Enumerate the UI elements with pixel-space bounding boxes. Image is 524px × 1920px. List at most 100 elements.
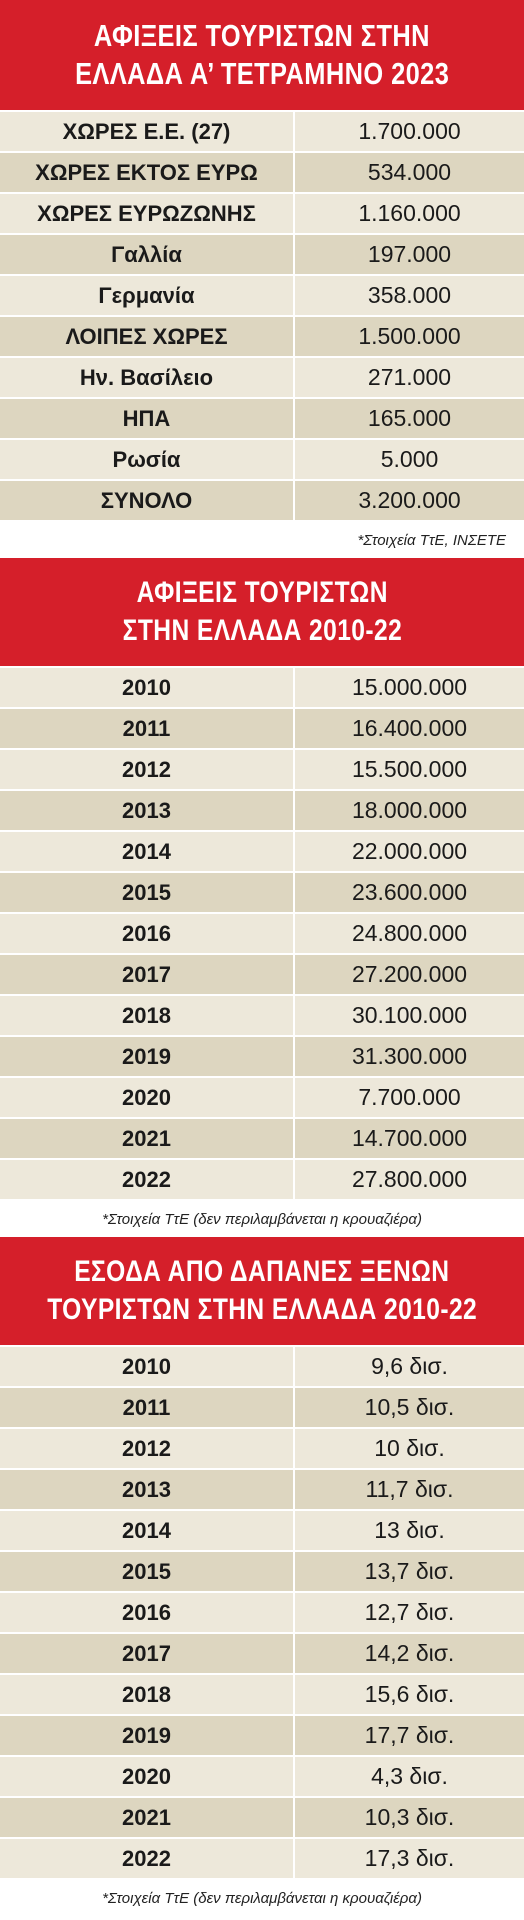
row-label: Ην. Βασίλειο — [0, 358, 295, 397]
table-row: 2022 27.800.000 — [0, 1160, 524, 1201]
row-label: 2013 — [0, 1470, 295, 1509]
row-label: 2012 — [0, 1429, 295, 1468]
row-value: 7.700.000 — [358, 1084, 461, 1110]
row-value: 1.700.000 — [358, 118, 461, 144]
table-row: 2016 12,7 δισ. — [0, 1593, 524, 1634]
row-label: ΧΩΡΕΣ ΕΥΡΩΖΩΝΗΣ — [0, 194, 295, 233]
table-row: 2022 17,3 δισ. — [0, 1839, 524, 1880]
title-line-1: ΑΦΙΞΕΙΣ ΤΟΥΡΙΣΤΩΝ — [136, 576, 388, 609]
table-row: ΧΩΡΕΣ Ε.Ε. (27) 1.700.000 — [0, 112, 524, 153]
row-label: 2019 — [0, 1716, 295, 1755]
table-row: 2015 23.600.000 — [0, 873, 524, 914]
table-row: 2013 18.000.000 — [0, 791, 524, 832]
title-line-1: ΕΣΟΔΑ ΑΠΟ ΔΑΠΑΝΕΣ ΞΕΝΩΝ — [74, 1255, 450, 1288]
row-value: 18.000.000 — [351, 797, 468, 823]
row-label: ΣΥΝΟΛΟ — [0, 481, 295, 520]
table-header: ΕΣΟΔΑ ΑΠΟ ΔΑΠΑΝΕΣ ΞΕΝΩΝ ΤΟΥΡΙΣΤΩΝ ΣΤΗΝ Ε… — [0, 1237, 524, 1345]
row-label: 2012 — [0, 750, 295, 789]
row-label: 2017 — [0, 1634, 295, 1673]
row-value: 5.000 — [380, 446, 439, 472]
row-label: 2010 — [0, 668, 295, 707]
table-row: 2011 16.400.000 — [0, 709, 524, 750]
row-value: 197.000 — [367, 241, 452, 267]
row-value: 15.500.000 — [351, 756, 468, 782]
row-value: 13,7 δισ. — [364, 1558, 455, 1584]
row-value: 165.000 — [367, 405, 452, 431]
table-row: 2019 31.300.000 — [0, 1037, 524, 1078]
row-label: 2014 — [0, 1511, 295, 1550]
table-row: 2011 10,5 δισ. — [0, 1388, 524, 1429]
table-row: 2016 24.800.000 — [0, 914, 524, 955]
table-row: ΧΩΡΕΣ ΕΚΤΟΣ ΕΥΡΩ 534.000 — [0, 153, 524, 194]
row-value: 24.800.000 — [351, 920, 468, 946]
table-header: ΑΦΙΞΕΙΣ ΤΟΥΡΙΣΤΩΝ ΣΤΗΝ ΕΛΛΑΔΑ Α’ ΤΕΤΡΑΜΗ… — [0, 0, 524, 110]
row-value: 3.200.000 — [358, 487, 461, 513]
row-value: 12,7 δισ. — [364, 1599, 455, 1625]
row-value: 30.100.000 — [351, 1002, 468, 1028]
row-value: 31.300.000 — [351, 1043, 468, 1069]
table-row: Γαλλία 197.000 — [0, 235, 524, 276]
row-label: 2014 — [0, 832, 295, 871]
row-value: 9,6 δισ. — [371, 1353, 448, 1379]
row-label: 2021 — [0, 1119, 295, 1158]
arrivals-2010-22-table: ΑΦΙΞΕΙΣ ΤΟΥΡΙΣΤΩΝ ΣΤΗΝ ΕΛΛΑΔΑ 2010-22 20… — [0, 558, 524, 1237]
table-row: 2021 14.700.000 — [0, 1119, 524, 1160]
table-row: 2020 7.700.000 — [0, 1078, 524, 1119]
title-line-2: ΣΤΗΝ ΕΛΛΑΔΑ 2010-22 — [122, 614, 402, 647]
row-label: 2017 — [0, 955, 295, 994]
row-value: 10,3 δισ. — [364, 1804, 455, 1830]
row-value: 23.600.000 — [351, 879, 468, 905]
revenue-2010-22-table: ΕΣΟΔΑ ΑΠΟ ΔΑΠΑΝΕΣ ΞΕΝΩΝ ΤΟΥΡΙΣΤΩΝ ΣΤΗΝ Ε… — [0, 1237, 524, 1916]
row-value: 14.700.000 — [351, 1125, 468, 1151]
table-rows: 2010 9,6 δισ. 2011 10,5 δισ. 2012 10 δισ. 2013… — [0, 1345, 524, 1880]
table-header: ΑΦΙΞΕΙΣ ΤΟΥΡΙΣΤΩΝ ΣΤΗΝ ΕΛΛΑΔΑ 2010-22 — [0, 558, 524, 666]
table-row: ΣΥΝΟΛΟ 3.200.000 — [0, 481, 524, 522]
row-label: ΗΠΑ — [0, 399, 295, 438]
table-row: 2014 13 δισ. — [0, 1511, 524, 1552]
row-value: 534.000 — [367, 159, 452, 185]
row-value: 271.000 — [367, 364, 452, 390]
row-label: 2018 — [0, 996, 295, 1035]
row-value: 27.200.000 — [351, 961, 468, 987]
row-value: 10,5 δισ. — [364, 1394, 455, 1420]
row-label: 2015 — [0, 873, 295, 912]
table-row: 2017 14,2 δισ. — [0, 1634, 524, 1675]
row-label: ΧΩΡΕΣ ΕΚΤΟΣ ΕΥΡΩ — [0, 153, 295, 192]
row-label: 2020 — [0, 1078, 295, 1117]
row-label: 2013 — [0, 791, 295, 830]
table-row: 2015 13,7 δισ. — [0, 1552, 524, 1593]
table-rows: 2010 15.000.000 2011 16.400.000 2012 15.500.0… — [0, 666, 524, 1201]
row-label: 2018 — [0, 1675, 295, 1714]
row-label: Γερμανία — [0, 276, 295, 315]
row-value: 14,2 δισ. — [364, 1640, 455, 1666]
table-row: 2017 27.200.000 — [0, 955, 524, 996]
row-label: 2020 — [0, 1757, 295, 1796]
row-label: 2010 — [0, 1347, 295, 1386]
row-label: Γαλλία — [0, 235, 295, 274]
row-label: 2021 — [0, 1798, 295, 1837]
table-row: 2010 15.000.000 — [0, 668, 524, 709]
table-row: Ρωσία 5.000 — [0, 440, 524, 481]
table-row: 2019 17,7 δισ. — [0, 1716, 524, 1757]
table-row: 2018 30.100.000 — [0, 996, 524, 1037]
row-value: 17,7 δισ. — [364, 1722, 455, 1748]
row-label: Ρωσία — [0, 440, 295, 479]
table-row: 2018 15,6 δισ. — [0, 1675, 524, 1716]
table-row: Γερμανία 358.000 — [0, 276, 524, 317]
row-label: 2011 — [0, 1388, 295, 1427]
row-value: 15.000.000 — [351, 674, 468, 700]
row-value: 16.400.000 — [351, 715, 468, 741]
table-row: 2010 9,6 δισ. — [0, 1347, 524, 1388]
row-label: 2015 — [0, 1552, 295, 1591]
row-label: 2016 — [0, 914, 295, 953]
row-label: 2019 — [0, 1037, 295, 1076]
row-value: 27.800.000 — [351, 1166, 468, 1192]
title-line-2: ΕΛΛΑΔΑ Α’ ΤΕΤΡΑΜΗΝΟ 2023 — [74, 56, 450, 91]
source-note: *Στοιχεία ΤτΕ (δεν περιλαμβάνεται η κρου… — [0, 1201, 524, 1237]
table-row: 2014 22.000.000 — [0, 832, 524, 873]
row-label: 2011 — [0, 709, 295, 748]
table-row: 2021 10,3 δισ. — [0, 1798, 524, 1839]
row-label: 2022 — [0, 1839, 295, 1878]
title-line-2: ΤΟΥΡΙΣΤΩΝ ΣΤΗΝ ΕΛΛΑΔΑ 2010-22 — [47, 1293, 477, 1326]
